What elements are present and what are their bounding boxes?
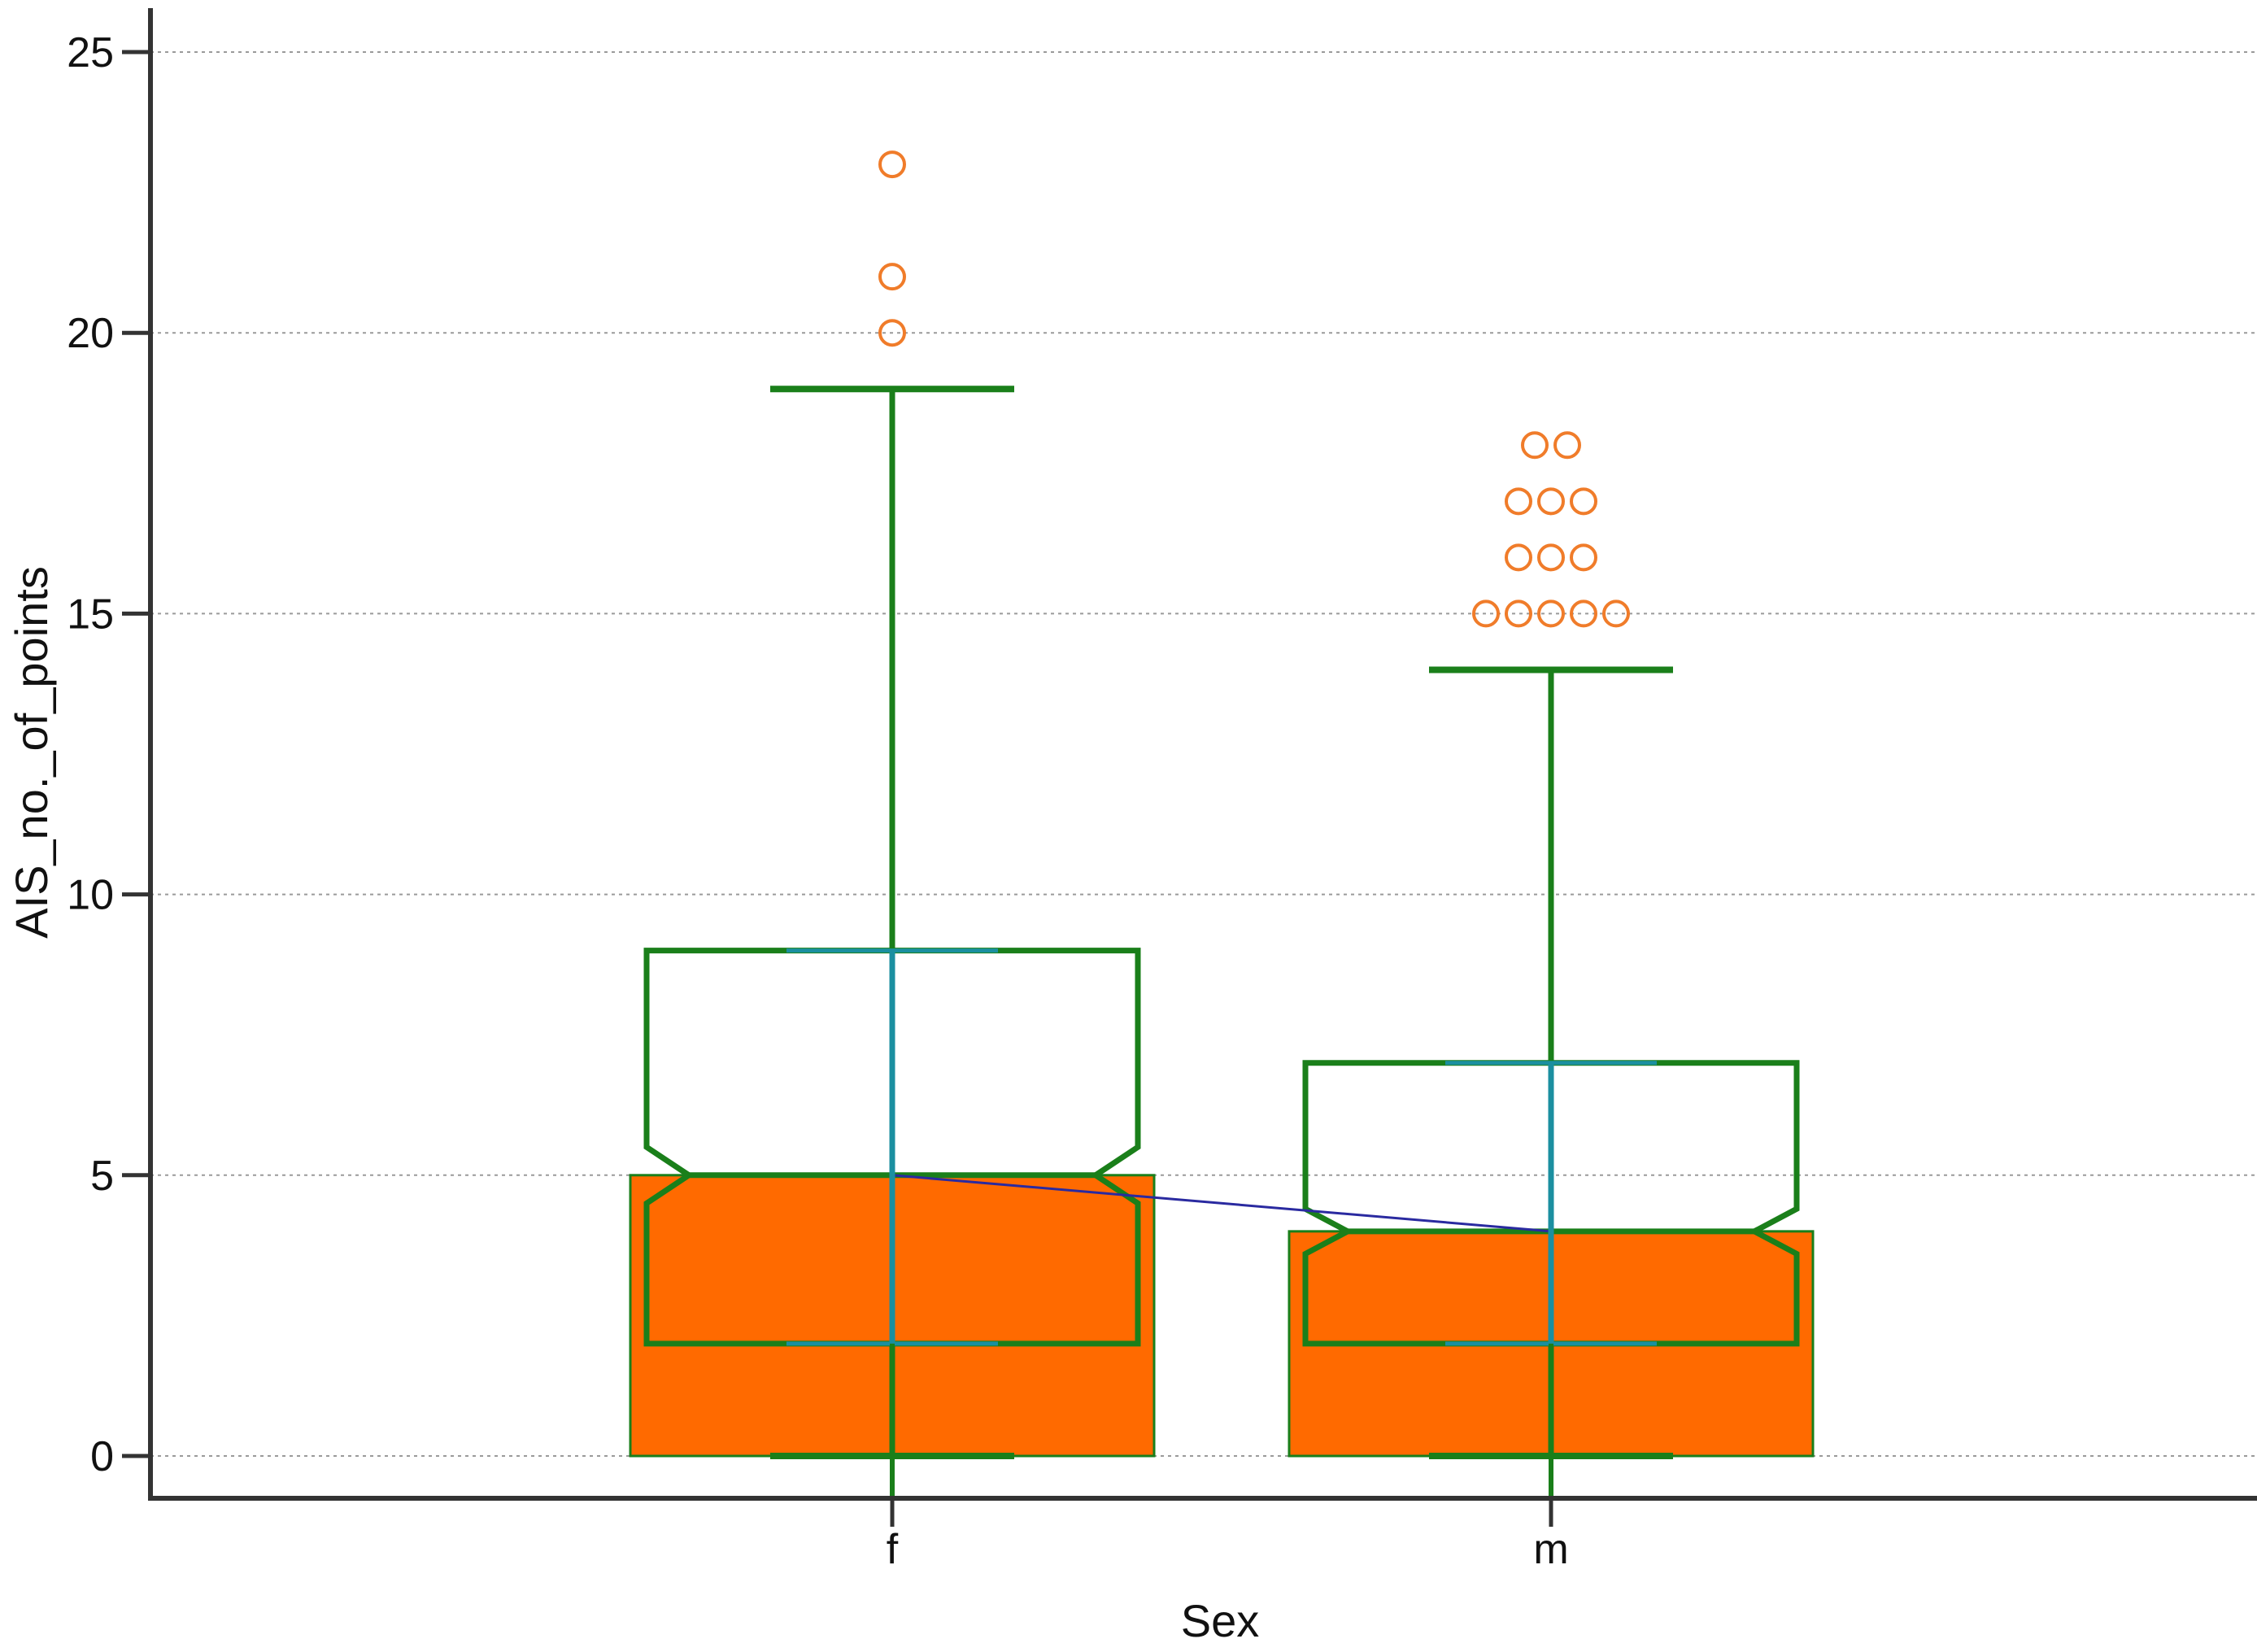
gridlines bbox=[150, 51, 2257, 1457]
box-m bbox=[1302, 1060, 1800, 1347]
outlier-point-f bbox=[878, 263, 906, 291]
y-axis-title: AIS_no._of_points bbox=[6, 566, 57, 939]
outlier-point-m bbox=[1570, 599, 1597, 628]
outlier-point-m bbox=[1505, 543, 1532, 572]
outlier-point-m bbox=[1505, 599, 1532, 628]
outlier-point-m bbox=[1553, 431, 1581, 460]
median-connector bbox=[891, 1174, 1552, 1233]
y-tick-label-15: 15 bbox=[67, 591, 114, 638]
outlier-point-m bbox=[1570, 487, 1597, 516]
y-tick-label-0: 0 bbox=[90, 1433, 114, 1480]
outlier-point-f bbox=[878, 319, 906, 347]
outlier-point-m bbox=[1570, 543, 1597, 572]
outlier-point-m bbox=[1505, 487, 1532, 516]
y-tick-label-5: 5 bbox=[90, 1153, 114, 1200]
x-axis-title: Sex bbox=[1181, 1595, 1260, 1646]
x-tick-label-m: m bbox=[1533, 1526, 1568, 1573]
outlier-point-m bbox=[1537, 599, 1565, 628]
y-tick-label-25: 25 bbox=[67, 29, 114, 76]
box-f bbox=[643, 948, 1141, 1347]
axes: 0 5 10 15 20 25 f m bbox=[67, 8, 2257, 1573]
outlier-point-m bbox=[1472, 599, 1500, 628]
boxes bbox=[629, 150, 1815, 1498]
y-tick-label-20: 20 bbox=[67, 310, 114, 357]
outlier-point-m bbox=[1537, 487, 1565, 516]
x-tick-label-f: f bbox=[887, 1526, 899, 1573]
outlier-point-m bbox=[1602, 599, 1630, 628]
outlier-point-m bbox=[1521, 431, 1549, 460]
y-tick-label-10: 10 bbox=[67, 872, 114, 919]
outlier-point-m bbox=[1537, 543, 1565, 572]
outlier-point-f bbox=[878, 150, 906, 179]
